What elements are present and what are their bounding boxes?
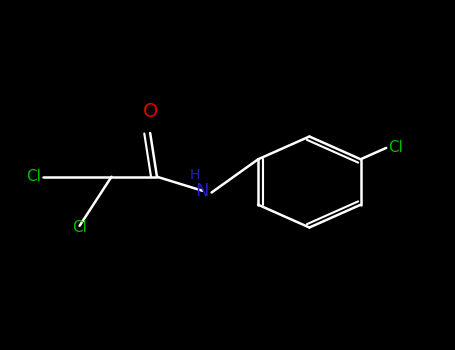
Text: Cl: Cl — [389, 140, 404, 155]
Text: O: O — [142, 102, 158, 121]
Text: Cl: Cl — [26, 169, 41, 184]
Text: Cl: Cl — [72, 219, 87, 234]
Text: H: H — [190, 168, 200, 182]
Text: N: N — [196, 182, 209, 200]
